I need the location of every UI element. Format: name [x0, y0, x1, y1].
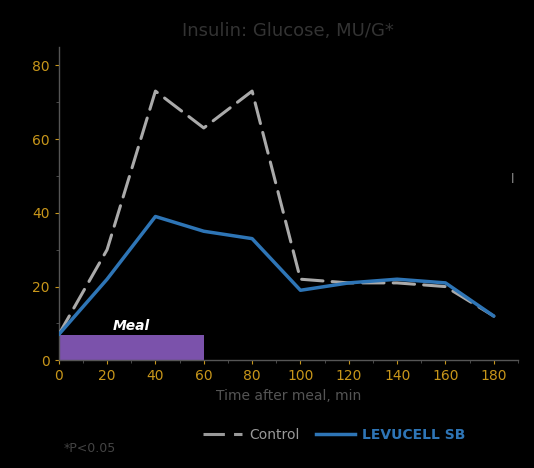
X-axis label: Time after meal, min: Time after meal, min: [216, 389, 361, 403]
Bar: [59, 335, 204, 360]
Legend: Control, LEVUCELL SB: Control, LEVUCELL SB: [198, 423, 471, 447]
Text: *P<0.05: *P<0.05: [64, 442, 115, 454]
Title: Insulin: Glucose, MU/G*: Insulin: Glucose, MU/G*: [183, 22, 394, 40]
Text: Meal: Meal: [113, 319, 150, 333]
Text: l: l: [511, 173, 514, 186]
